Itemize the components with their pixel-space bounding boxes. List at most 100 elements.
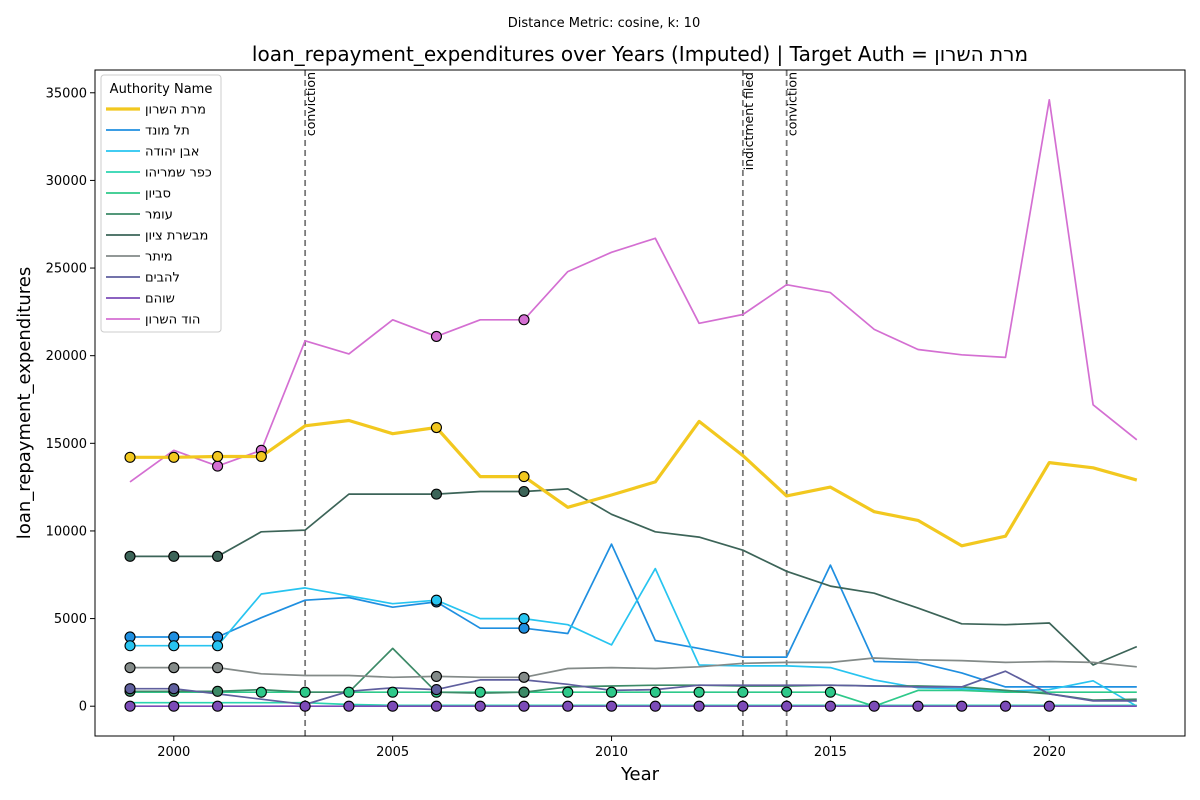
imputed-point [693,686,705,698]
x-tick-label: 2020 [1033,745,1066,760]
imputed-point [605,700,618,712]
series-line [130,647,1137,701]
imputed-point [212,460,224,472]
imputed-point [824,700,836,712]
legend-label: מיתר [145,250,173,265]
imputed-point [562,700,574,712]
y-tick-label: 5000 [54,612,87,627]
imputed-point [1043,700,1055,712]
imputed-point [518,314,530,326]
imputed-point [299,700,311,712]
imputed-point [124,662,136,674]
imputed-point [649,700,661,712]
imputed-point [168,683,180,695]
imputed-point [649,686,661,698]
plot-frame [94,69,1186,737]
imputed-point [299,686,311,698]
imputed-point [518,622,530,634]
imputed-point [168,451,180,463]
chart-suptitle: Distance Metric: cosine, k: 10 [508,16,700,31]
imputed-point [255,450,267,463]
x-tick-label: 2000 [157,745,190,760]
event-label: conviction [303,72,318,136]
imputed-point [430,421,442,434]
imputed-point [212,662,224,674]
imputed-point [474,700,486,712]
imputed-point [168,700,180,712]
y-axis: 0 5000 10000 15000 20000 25000 30000 35000 [46,86,95,715]
imputed-point [956,700,968,712]
y-axis-title: loan_repayment_expenditures [14,267,35,539]
imputed-point [124,640,136,652]
series-line [130,418,1138,548]
imputed-point [387,686,399,698]
imputed-point [518,485,530,498]
legend-label: כפר שמריהו [145,166,212,181]
y-tick-label: 10000 [46,524,87,539]
imputed-point [255,686,267,698]
imputed-point [999,700,1012,712]
legend-label: סביון [145,187,171,202]
series-line [129,98,1138,483]
imputed-point [562,686,574,698]
imputed-point [124,550,136,562]
imputed-point [124,451,136,463]
imputed-point [212,685,224,697]
imputed-point [737,686,749,698]
imputed-point [212,640,224,652]
imputed-point [605,686,618,698]
imputed-point [781,700,793,712]
x-tick-label: 2015 [814,745,847,760]
series-line [130,543,1137,688]
x-tick-label: 2005 [376,745,409,760]
imputed-point [474,686,486,698]
imputed-point [212,450,224,463]
imputed-point [693,700,705,712]
series-line [130,657,1137,679]
imputed-point [518,671,530,683]
legend-title: Authority Name [110,82,213,97]
legend-box [100,74,222,333]
imputed-point [168,640,180,652]
imputed-point [387,700,399,712]
imputed-point [430,670,442,682]
x-axis: 2000 2005 2010 2015 2020 [157,736,1066,760]
legend: Authority Name מרת השרון תל מונד אבן יהודה… [100,74,222,333]
y-tick-label: 30000 [46,174,87,189]
legend-label: שוהם [145,292,175,307]
event-label: indictment filed [741,72,756,170]
imputed-point [124,683,136,695]
imputed-point [430,330,442,342]
imputed-point [343,700,355,712]
plot-area: conviction indictment filed conviction [124,70,1138,736]
imputed-point [430,684,442,696]
chart-title: loan_repayment_expenditures over Years (… [252,42,1028,66]
imputed-point [168,550,180,562]
series-line [130,488,1138,666]
y-tick-label: 35000 [46,86,87,101]
series-line [130,701,1137,707]
imputed-point [737,700,749,712]
imputed-point [518,700,530,712]
y-tick-label: 20000 [46,349,87,364]
series-line [130,670,1137,706]
imputed-point [518,613,530,625]
legend-label: מרת השרון [145,103,206,118]
legend-label: תל מונד [145,124,190,139]
y-tick-label: 15000 [46,437,87,452]
imputed-point [212,550,224,562]
imputed-point [824,686,836,698]
legend-label: עומר [145,208,173,223]
event-label: conviction [785,72,800,136]
imputed-point [168,662,180,674]
imputed-point [781,686,793,698]
x-tick-label: 2010 [595,745,628,760]
y-tick-label: 0 [79,700,87,715]
legend-label: להבים [145,271,180,286]
series-line [130,567,1138,707]
imputed-point [518,471,530,483]
imputed-point [430,488,442,500]
imputed-point [212,700,224,712]
y-tick-label: 25000 [46,262,87,277]
